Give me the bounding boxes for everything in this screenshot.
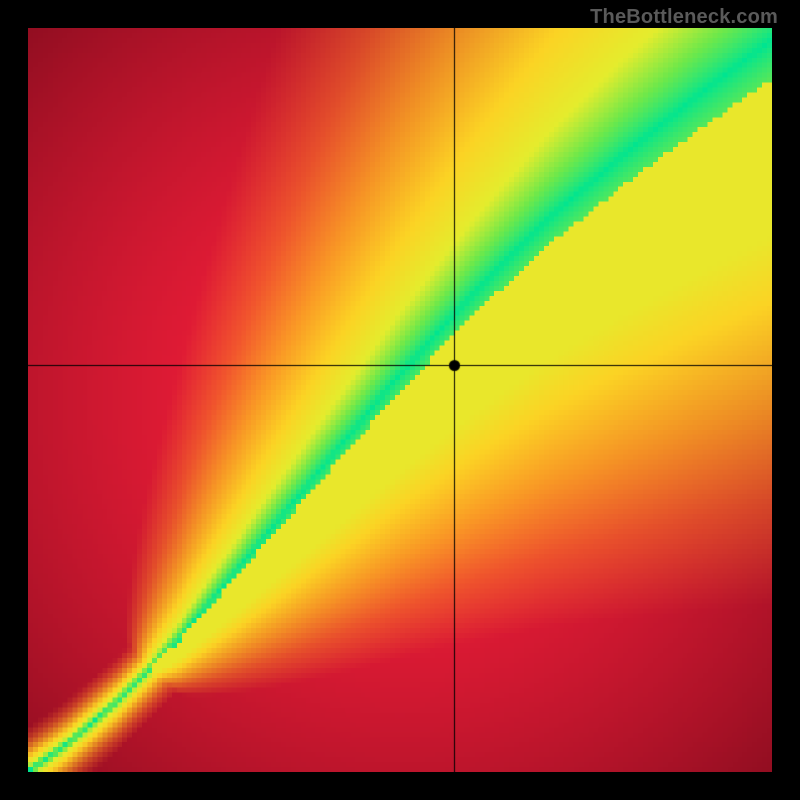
watermark-text: TheBottleneck.com [590,6,778,29]
heatmap-plot [28,28,772,772]
crosshair-overlay [28,28,772,772]
